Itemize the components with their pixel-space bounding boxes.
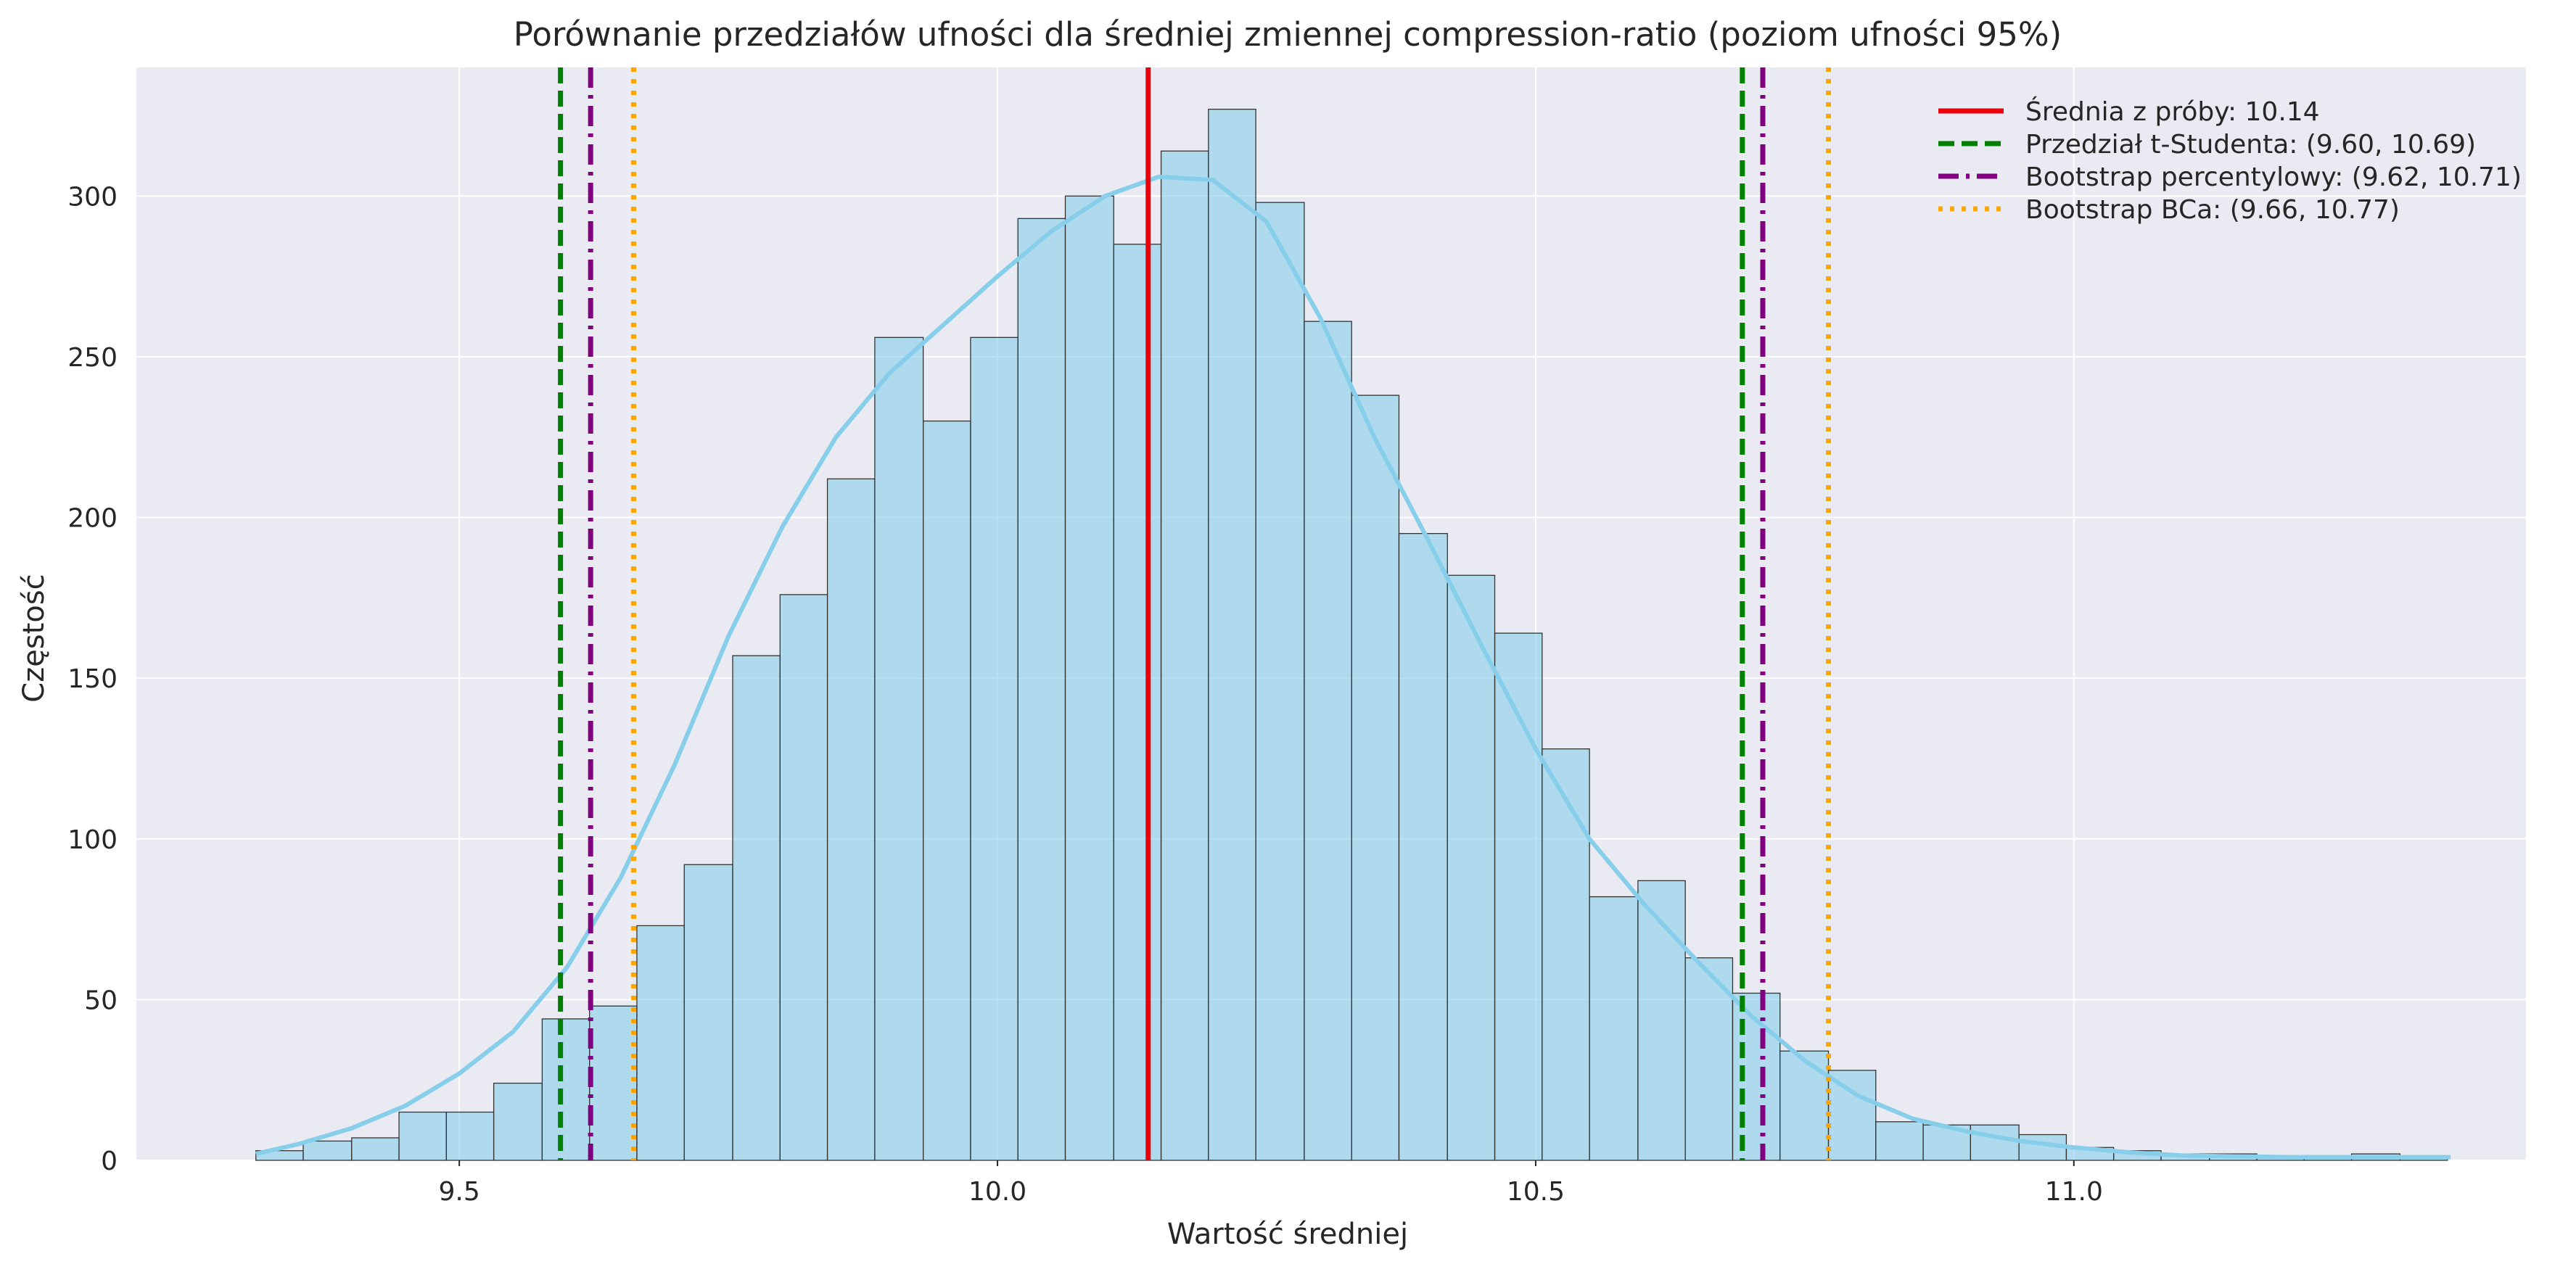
histogram-bar — [1875, 1121, 1924, 1161]
histogram-bar — [1398, 533, 1448, 1161]
reference-lines — [558, 67, 1832, 1160]
axis-ticks: 9.5 10.0 10.5 11.0 0 50 100 150 200 250 300 — [67, 182, 2103, 1207]
histogram-bar — [1779, 1050, 1830, 1161]
histogram-bar — [398, 1111, 447, 1161]
histogram-bar — [1160, 150, 1209, 1161]
histogram-bar — [589, 1005, 638, 1161]
histogram-bar — [1304, 321, 1352, 1161]
legend-label: Bootstrap BCa: (9.66, 10.77) — [2025, 195, 2400, 225]
histogram-bar — [351, 1137, 400, 1161]
histogram-bar — [970, 336, 1019, 1161]
y-tick-label: 0 — [101, 1147, 118, 1176]
y-tick-label: 300 — [67, 182, 118, 212]
histogram-bar — [1542, 748, 1590, 1161]
histogram-bar — [922, 420, 971, 1161]
chart-title: Porównanie przedziałów ufności dla średn… — [514, 15, 2062, 54]
legend-label: Przedział t-Studenta: (9.60, 10.69) — [2025, 130, 2476, 160]
x-tick-label: 10.5 — [1507, 1177, 1565, 1207]
kde-line — [255, 174, 2451, 1160]
histogram-bar — [1017, 218, 1066, 1161]
y-tick-label: 100 — [67, 825, 118, 855]
histogram-bar — [779, 594, 828, 1161]
histogram-bar — [493, 1082, 543, 1161]
histogram-bar — [1208, 108, 1256, 1161]
histogram-bar — [445, 1111, 495, 1161]
y-tick-label: 200 — [67, 504, 118, 534]
legend-label: Bootstrap percentylowy: (9.62, 10.71) — [2025, 162, 2522, 192]
histogram-bar — [541, 1018, 590, 1161]
x-tick-label: 11.0 — [2045, 1177, 2103, 1207]
histogram-bar — [1113, 244, 1162, 1161]
x-axis-label: Wartość średniej — [1167, 1218, 1408, 1251]
histogram-bar — [1064, 195, 1114, 1161]
histogram-bar — [1255, 202, 1305, 1161]
histogram-bar — [1827, 1070, 1877, 1161]
histogram-bars — [255, 108, 2448, 1161]
histogram-bar — [1970, 1124, 2020, 1161]
legend-label: Średnia z próby: 10.14 — [2025, 96, 2320, 127]
x-tick-label: 10.0 — [968, 1177, 1026, 1207]
kde-curve — [255, 174, 2451, 1160]
histogram-bar — [732, 655, 781, 1161]
histogram-bar — [1637, 880, 1686, 1161]
y-tick-label: 50 — [84, 986, 118, 1015]
histogram-bar — [683, 864, 733, 1161]
histogram-bar — [303, 1140, 353, 1161]
histogram-bar — [636, 925, 685, 1161]
y-tick-label: 150 — [67, 664, 118, 694]
histogram-bar — [1351, 395, 1400, 1161]
histogram-bar — [826, 478, 876, 1161]
histogram-bar — [874, 336, 924, 1161]
histogram-bar — [1589, 896, 1639, 1161]
histogram-bar — [1494, 632, 1543, 1161]
y-axis-label: Częstość — [17, 574, 51, 702]
x-tick-label: 9.5 — [439, 1177, 480, 1207]
histogram-bar — [1447, 574, 1496, 1161]
y-tick-label: 250 — [67, 343, 118, 373]
